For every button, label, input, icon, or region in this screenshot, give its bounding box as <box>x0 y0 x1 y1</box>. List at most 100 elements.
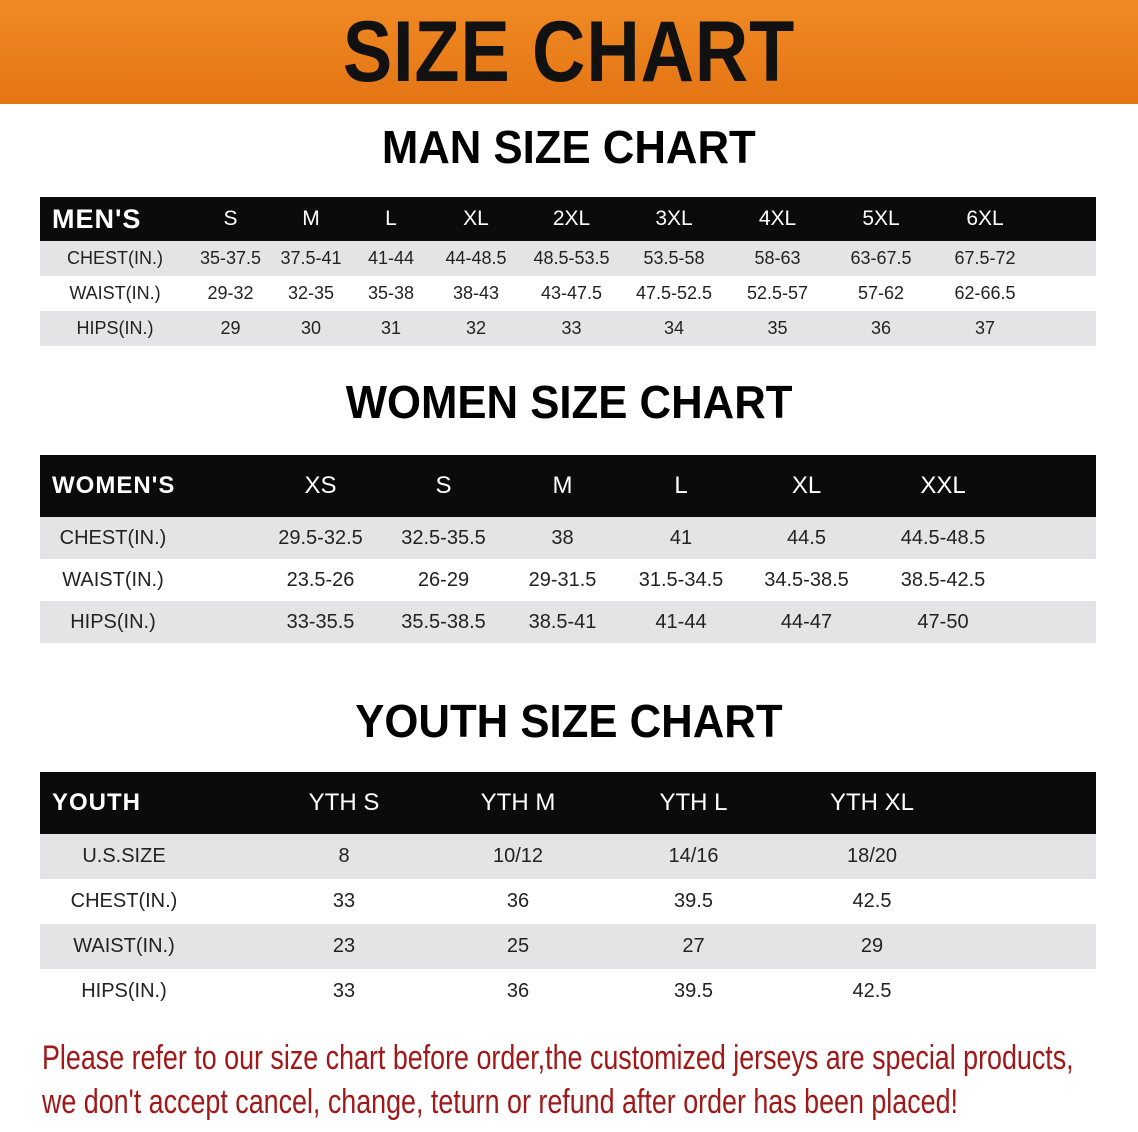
measurement-cell: 32 <box>465 318 487 338</box>
measurement-cell: 67.5-72 <box>954 248 1016 268</box>
header-label: MEN'S <box>52 203 142 234</box>
measurement-cell: 38 <box>551 526 574 549</box>
measurement-cell: 47-50 <box>917 610 969 633</box>
measurement-cell: 44.5 <box>787 526 826 549</box>
order-notice-line-2: we don't accept cancel, change, teturn o… <box>42 1083 958 1121</box>
table-row: CHEST(IN.) 35-37.5 37.5-41 41-44 44-48.5 48.5… <box>40 241 1096 276</box>
banner-title: SIZE CHART <box>342 3 796 100</box>
measurement-cell: 26-29 <box>417 568 470 591</box>
header-label: YOUTH <box>52 789 141 816</box>
measurement-cell: 41-44 <box>367 248 415 268</box>
measurement-cell: 42.5 <box>852 980 892 1002</box>
measurement-cell: 48.5-53.5 <box>533 248 610 268</box>
measurement-cell: 62-66.5 <box>954 283 1016 303</box>
men-size-table: MEN'S S M L XL 2XL 3XL 4XL 5XL 6XL CHEST(IN.) 35-37… <box>40 197 1096 346</box>
measurement-cell: 18/20 <box>846 845 898 867</box>
measurement-cell: 33 <box>561 318 582 338</box>
row-label: CHEST(IN.) <box>59 526 167 549</box>
size-column-header: S <box>435 472 452 499</box>
youth-section-title: YOUTH SIZE CHART <box>355 695 783 747</box>
size-column-header: XS <box>304 472 337 499</box>
table-row: WAIST(IN.) 23.5-26 26-29 29-31.5 31.5-34.5 34… <box>40 559 1096 601</box>
table-row: WAIST(IN.) 29-32 32-35 35-38 38-43 43-47.5 47.… <box>40 276 1096 311</box>
youth-size-table: YOUTH YTH S YTH M YTH L YTH XL U.S.SIZE 8 10/12… <box>40 772 1096 1014</box>
row-label: HIPS(IN.) <box>70 610 156 633</box>
measurement-cell: 44-47 <box>780 610 833 633</box>
measurement-cell: 23 <box>332 935 356 957</box>
row-label: WAIST(IN.) <box>73 935 175 957</box>
size-column-header: S <box>223 207 238 230</box>
row-label: WAIST(IN.) <box>69 283 161 303</box>
measurement-cell: 33 <box>332 890 356 912</box>
measurement-cell: 30 <box>300 318 322 338</box>
measurement-cell: 36 <box>506 980 530 1002</box>
measurement-cell: 33 <box>332 980 356 1002</box>
size-column-header: 6XL <box>966 207 1004 230</box>
measurement-cell: 58-63 <box>754 248 801 268</box>
row-label: CHEST(IN.) <box>70 890 178 912</box>
measurement-cell: 36 <box>506 890 530 912</box>
table-row: HIPS(IN.) 33-35.5 35.5-38.5 38.5-41 41-44 44-… <box>40 601 1096 643</box>
measurement-cell: 44-48.5 <box>445 248 507 268</box>
size-column-header: XL <box>791 472 822 499</box>
size-column-header: YTH S <box>308 789 380 816</box>
measurement-cell: 35 <box>767 318 788 338</box>
measurement-cell: 41 <box>669 526 693 549</box>
measurement-cell: 10/12 <box>492 845 544 867</box>
size-column-header: 2XL <box>552 207 591 230</box>
measurement-cell: 29 <box>860 935 884 957</box>
measurement-cell: 29 <box>220 318 241 338</box>
row-label: U.S.SIZE <box>82 845 166 867</box>
measurement-cell: 33-35.5 <box>286 610 355 633</box>
measurement-cell: 27 <box>682 935 705 957</box>
size-column-header: M <box>552 472 573 499</box>
measurement-cell: 25 <box>506 935 530 957</box>
row-label: CHEST(IN.) <box>67 248 163 268</box>
measurement-cell: 37.5-41 <box>280 248 342 268</box>
size-column-header: 5XL <box>862 207 900 230</box>
size-column-header: YTH XL <box>829 789 915 816</box>
measurement-cell: 23.5-26 <box>286 568 355 591</box>
size-column-header: XXL <box>920 472 966 499</box>
banner: SIZE CHART <box>0 0 1138 104</box>
row-label: HIPS(IN.) <box>76 318 154 338</box>
women-section-title: WOMEN SIZE CHART <box>345 376 793 428</box>
men-section-title: MAN SIZE CHART <box>382 121 756 173</box>
size-column-header: L <box>674 472 688 499</box>
measurement-cell: 57-62 <box>857 283 905 303</box>
size-column-header: YTH L <box>659 789 728 816</box>
measurement-cell: 35-37.5 <box>199 248 262 268</box>
measurement-cell: 53.5-58 <box>643 248 705 268</box>
measurement-cell: 38.5-41 <box>528 610 597 633</box>
measurement-cell: 47.5-52.5 <box>635 283 713 303</box>
size-column-header: XL <box>463 207 489 230</box>
measurement-cell: 52.5-57 <box>746 283 809 303</box>
header-label: WOMEN'S <box>52 472 176 499</box>
measurement-cell: 31.5-34.5 <box>638 568 724 591</box>
women-size-table: WOMEN'S XS S M L XL XXL CHEST(IN.) 29.5-32.5 32.5… <box>40 455 1096 643</box>
table-header-row: YOUTH YTH S YTH M YTH L YTH XL <box>40 772 1096 834</box>
measurement-cell: 32-35 <box>287 283 335 303</box>
measurement-cell: 29-32 <box>207 283 254 303</box>
measurement-cell: 41-44 <box>655 610 707 633</box>
table-row: U.S.SIZE 8 10/12 14/16 18/20 <box>40 834 1096 879</box>
measurement-cell: 43-47.5 <box>540 283 603 303</box>
measurement-cell: 38.5-42.5 <box>900 568 986 591</box>
measurement-cell: 31 <box>380 318 402 338</box>
row-label: WAIST(IN.) <box>62 568 164 591</box>
table-header-row: WOMEN'S XS S M L XL XXL <box>40 455 1096 517</box>
measurement-cell: 32.5-35.5 <box>401 526 486 549</box>
measurement-cell: 35-38 <box>367 283 415 303</box>
measurement-cell: 38-43 <box>452 283 500 303</box>
measurement-cell: 44.5-48.5 <box>900 526 986 549</box>
table-row: CHEST(IN.) 29.5-32.5 32.5-35.5 38 41 44.5 44.5… <box>40 517 1096 559</box>
table-header-row: MEN'S S M L XL 2XL 3XL 4XL 5XL 6XL <box>40 197 1096 241</box>
size-column-header: L <box>385 207 397 230</box>
measurement-cell: 63-67.5 <box>850 248 912 268</box>
measurement-cell: 37 <box>974 318 996 338</box>
measurement-cell: 36 <box>870 318 892 338</box>
measurement-cell: 34 <box>663 318 685 338</box>
size-column-header: 3XL <box>655 207 693 230</box>
measurement-cell: 39.5 <box>674 980 713 1002</box>
table-row: HIPS(IN.) 29 30 31 32 33 34 35 36 37 <box>40 311 1096 346</box>
